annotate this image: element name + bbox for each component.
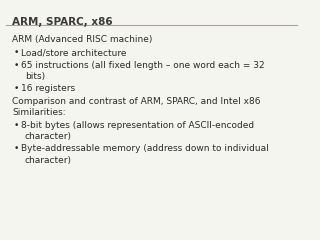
Text: ARM, SPARC, x86: ARM, SPARC, x86: [12, 17, 113, 27]
Text: Byte-addressable memory (address down to individual: Byte-addressable memory (address down to…: [21, 144, 269, 154]
Text: 65 instructions (all fixed length – one word each = 32: 65 instructions (all fixed length – one …: [21, 61, 265, 70]
Text: character): character): [25, 132, 72, 141]
Text: Load/store architecture: Load/store architecture: [21, 48, 127, 57]
Text: bits): bits): [25, 72, 45, 81]
Text: •: •: [14, 144, 19, 154]
Text: Comparison and contrast of ARM, SPARC, and Intel x86: Comparison and contrast of ARM, SPARC, a…: [12, 97, 260, 106]
Text: 16 registers: 16 registers: [21, 84, 75, 93]
Text: •: •: [14, 84, 19, 93]
Text: •: •: [14, 61, 19, 70]
Text: character): character): [25, 156, 72, 165]
Text: ARM (Advanced RISC machine): ARM (Advanced RISC machine): [12, 35, 153, 44]
Text: Similarities:: Similarities:: [12, 108, 66, 117]
Text: •: •: [14, 121, 19, 130]
Text: •: •: [14, 48, 19, 57]
Text: 8-bit bytes (allows representation of ASCII-encoded: 8-bit bytes (allows representation of AS…: [21, 121, 254, 130]
